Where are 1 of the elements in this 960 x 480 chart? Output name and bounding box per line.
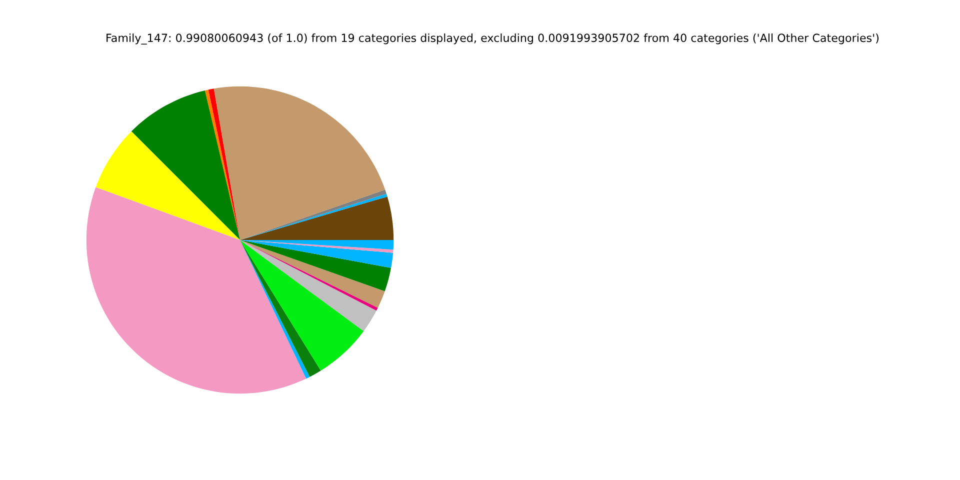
text: Family_147: 0.99080060943 (of 1.0) from 19 categories displayed, excluding 0.0091993905702 from 40 categories ('All Other Categories') [106,33,879,45]
